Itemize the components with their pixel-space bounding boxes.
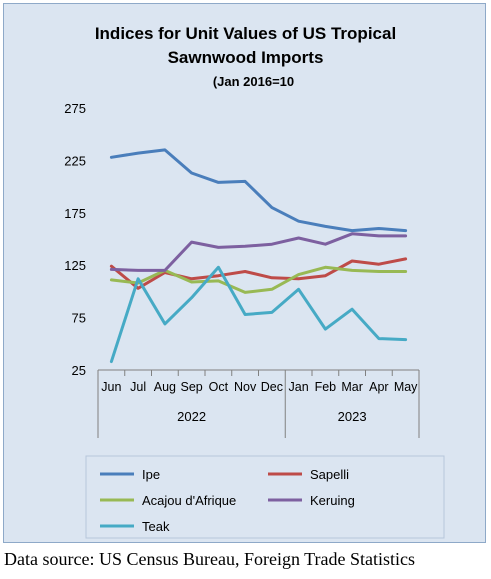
- x-tick-label-aug: Aug: [154, 380, 176, 394]
- series-line-keruing: [109, 232, 408, 272]
- x-tick-label-apr: Apr: [369, 380, 388, 394]
- y-tick-label-225: 225: [64, 153, 86, 168]
- data-source-note: Data source: US Census Bureau, Foreign T…: [4, 549, 415, 569]
- legend-label-teak: Teak: [142, 519, 170, 534]
- x-tick-label-may: May: [394, 380, 418, 394]
- legend-label-ipe: Ipe: [142, 467, 160, 482]
- chart-title-line-2: Sawnwood Imports: [167, 48, 324, 67]
- y-tick-label-75: 75: [72, 311, 86, 326]
- x-tick-label-mar: Mar: [341, 380, 363, 394]
- series-line-teak: [109, 265, 408, 364]
- y-tick-label-25: 25: [72, 363, 86, 378]
- x-tick-label-feb: Feb: [315, 380, 337, 394]
- x-tick-label-sep: Sep: [181, 380, 203, 394]
- x-tick-label-jul: Jul: [130, 380, 146, 394]
- y-tick-label-125: 125: [64, 258, 86, 273]
- legend-label-sapelli: Sapelli: [310, 467, 349, 482]
- chart-title-line-1: Indices for Unit Values of US Tropical: [94, 24, 397, 43]
- series-line-acajou-d-afrique: [109, 265, 408, 294]
- series-line-sapelli: [109, 257, 408, 290]
- x-group-label-2022: 2022: [177, 409, 206, 424]
- chart-frame: Indices for Unit Values of US Tropical S…: [3, 3, 486, 543]
- x-tick-label-nov: Nov: [234, 380, 257, 394]
- legend-label-keruing: Keruing: [310, 493, 355, 508]
- line-chart: 25 75 125 175 225 275 Jun Jul Aug Sep Oct Nov Dec Jan…: [64, 101, 445, 539]
- legend-box: [85, 455, 445, 539]
- series-line-ipe: [109, 148, 408, 233]
- legend-label-acajou-d-afrique: Acajou d'Afrique: [142, 493, 236, 508]
- x-tick-label-oct: Oct: [209, 380, 229, 394]
- x-tick-label-jan: Jan: [289, 380, 309, 394]
- y-tick-label-275: 275: [64, 101, 86, 116]
- y-tick-label-175: 175: [64, 206, 86, 221]
- x-tick-label-dec: Dec: [261, 380, 283, 394]
- x-group-label-2023: 2023: [338, 409, 367, 424]
- chart-subtitle: (Jan 2016=10: [212, 74, 295, 89]
- x-tick-label-jun: Jun: [101, 380, 121, 394]
